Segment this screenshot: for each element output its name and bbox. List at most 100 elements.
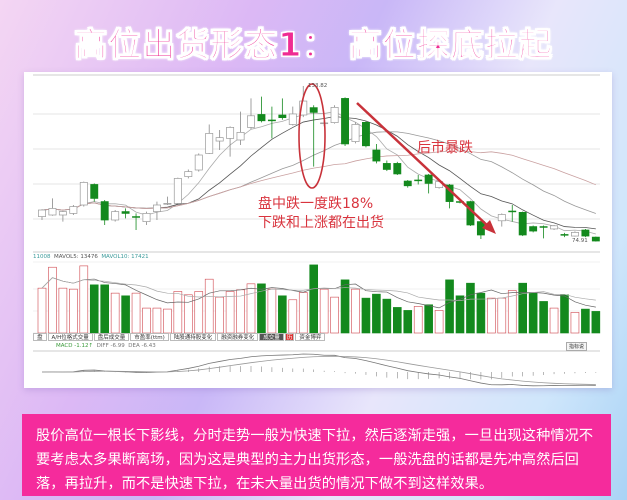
candlesticks — [38, 86, 600, 242]
description-box: 股价高位一根长下影线，分时走势一般为快速下拉，然后逐渐走强，一旦出现这种情况不要… — [22, 414, 611, 496]
candle — [153, 204, 161, 212]
tab-volume[interactable]: 成交量 — [259, 333, 284, 341]
volume-bar — [570, 312, 580, 334]
macd-value: MACD -1.12↑ — [56, 343, 94, 349]
volume-bar — [528, 292, 538, 334]
candle — [570, 232, 579, 237]
volume-bar — [100, 284, 109, 334]
candle — [173, 178, 182, 204]
volume-bar — [298, 292, 308, 334]
annotation-distribution: 下跌和上涨都在出货 — [258, 215, 384, 231]
volume-bar — [152, 307, 162, 334]
mavol5: MAVOL5: 13476 — [54, 254, 98, 260]
high-price-label: 133.82 — [308, 83, 328, 89]
page-title: 高位出货形态1： 高位探底拉起 — [74, 25, 553, 65]
volume-bar — [79, 265, 89, 334]
volume-bar — [487, 297, 496, 334]
volume-bar — [497, 297, 507, 334]
candle — [414, 179, 423, 182]
candle — [142, 213, 151, 222]
candle — [90, 184, 99, 199]
volume-bar — [581, 308, 590, 334]
volume-bar — [518, 282, 528, 334]
candle — [100, 201, 109, 221]
candle — [79, 182, 88, 206]
tab-0[interactable]: 盘 — [33, 333, 47, 341]
candle — [205, 133, 214, 154]
volume-bar — [434, 310, 444, 334]
candle — [299, 100, 308, 116]
volume-bars — [37, 264, 601, 334]
candle — [518, 212, 527, 236]
candle — [560, 234, 569, 236]
volume-bar — [351, 288, 360, 334]
volume-bar — [455, 295, 465, 334]
diff-value: DIFF -6.99 — [96, 343, 125, 349]
volume-bar — [278, 295, 287, 334]
volume-bar — [121, 295, 130, 334]
candle — [372, 149, 381, 162]
candle — [330, 107, 339, 123]
tab-2[interactable]: 盘后成交量 — [93, 333, 130, 341]
candle — [424, 174, 433, 184]
candle — [111, 211, 120, 221]
volume-bar — [403, 310, 413, 334]
candle — [58, 211, 67, 216]
volume-bar — [37, 287, 47, 334]
tab-3[interactable]: 市盈率(ttm) — [130, 333, 169, 341]
candle — [581, 229, 590, 237]
volume-bar — [382, 298, 392, 334]
candle — [288, 113, 297, 125]
candle — [194, 154, 203, 171]
candle — [132, 216, 140, 218]
volume-bar — [560, 294, 569, 334]
tab-1[interactable]: A/H位格式交量 — [47, 333, 93, 341]
macd-panel — [41, 353, 597, 387]
candle — [163, 203, 172, 205]
volume-bar — [466, 282, 475, 334]
tab-4[interactable]: 陆股通持股变化 — [169, 333, 217, 341]
candle — [550, 225, 559, 230]
annotation-crash: 后市暴跌 — [417, 140, 473, 156]
volume-bar — [142, 307, 151, 334]
candle — [529, 226, 538, 232]
candle — [38, 209, 46, 217]
candle — [382, 163, 391, 170]
candle — [267, 119, 276, 122]
volume-bar — [215, 296, 224, 334]
tab-history-icon[interactable]: 历 — [284, 333, 295, 341]
candle — [539, 226, 548, 228]
candle — [69, 206, 78, 214]
volume-bar — [288, 299, 298, 334]
volume-bar — [267, 288, 277, 334]
mavol10-line — [41, 277, 596, 301]
volume-bar — [361, 297, 371, 334]
highlight-ellipse — [298, 83, 326, 189]
volume-bar — [69, 288, 78, 334]
volume-bar — [319, 288, 329, 334]
candle — [247, 115, 255, 128]
dea-line — [41, 355, 596, 385]
macd-legend: MACD -1.12↑ DIFF -6.99 DEA -6.43 — [56, 343, 156, 349]
indicator-help-button[interactable]: 指标说 — [566, 342, 588, 351]
diff-line — [41, 353, 596, 387]
candle — [403, 180, 412, 187]
ma30-line — [41, 150, 597, 211]
candle — [508, 210, 517, 213]
description-text: 股价高位一根长下影线，分时走势一般为快速下拉，然后逐渐走强，一旦出现这种情况不要… — [36, 428, 594, 492]
volume-legend: 11008 MAVOL5: 13476 MAVOL10: 17421 — [33, 254, 149, 260]
indicator-tabs: 盘 A/H位格式交量 盘后成交量 市盈率(ttm) 陆股通持股变化 融资融券变化… — [33, 333, 326, 341]
candle — [393, 163, 402, 175]
tab-5[interactable]: 融资融券变化 — [217, 333, 259, 341]
candle — [309, 107, 318, 113]
candle — [184, 171, 193, 177]
mavol10: MAVOL10: 17421 — [101, 254, 149, 260]
candle — [497, 214, 506, 222]
volume-bar — [131, 292, 141, 334]
crash-arrow — [356, 102, 496, 234]
volume-bar — [392, 307, 402, 334]
tab-8[interactable]: 资金博弈 — [295, 333, 326, 341]
volume-bar — [309, 264, 319, 334]
candle — [341, 98, 350, 145]
candle — [215, 137, 224, 142]
